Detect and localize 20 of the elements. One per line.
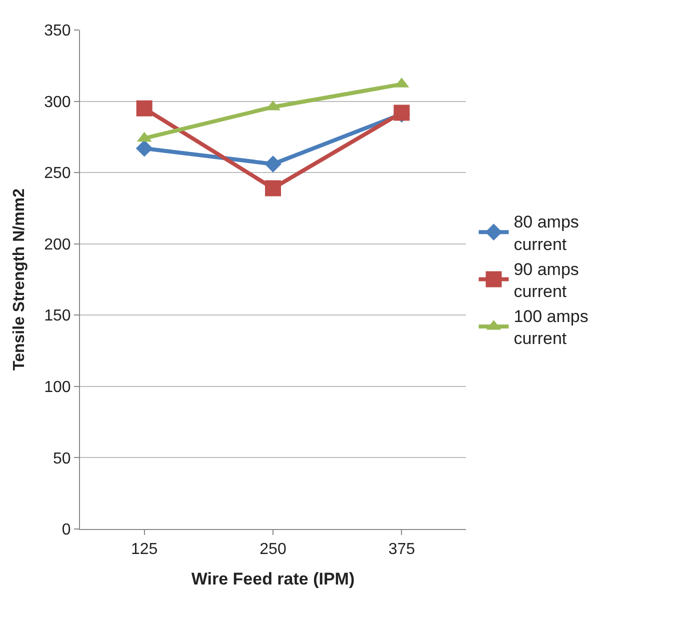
point <box>136 140 153 157</box>
y-tick-label: 350 <box>44 22 71 40</box>
y-tick-label: 250 <box>44 165 71 182</box>
legend-label: 80 amps current <box>514 212 579 254</box>
x-tick-label: 250 <box>260 541 286 558</box>
legend-label: 100 amps current <box>514 307 588 348</box>
x-tick-label: 375 <box>388 541 416 558</box>
y-tick-label: 150 <box>44 308 71 325</box>
y-tick-label: 200 <box>44 236 71 254</box>
y-axis-title: Tensile Strength N/mm2 <box>10 188 28 370</box>
point <box>265 180 281 196</box>
x-tick-label: 125 <box>130 541 158 558</box>
y-tick-label: 300 <box>44 94 71 111</box>
y-tick-label: 0 <box>62 522 71 539</box>
legend-label: 90 amps current <box>514 260 579 301</box>
y-tick-label: 50 <box>53 450 71 468</box>
point <box>136 100 152 116</box>
y-tick-label: 100 <box>44 379 71 396</box>
point <box>264 156 282 172</box>
x-axis-title: Wire Feed rate (IPM) <box>191 570 355 589</box>
